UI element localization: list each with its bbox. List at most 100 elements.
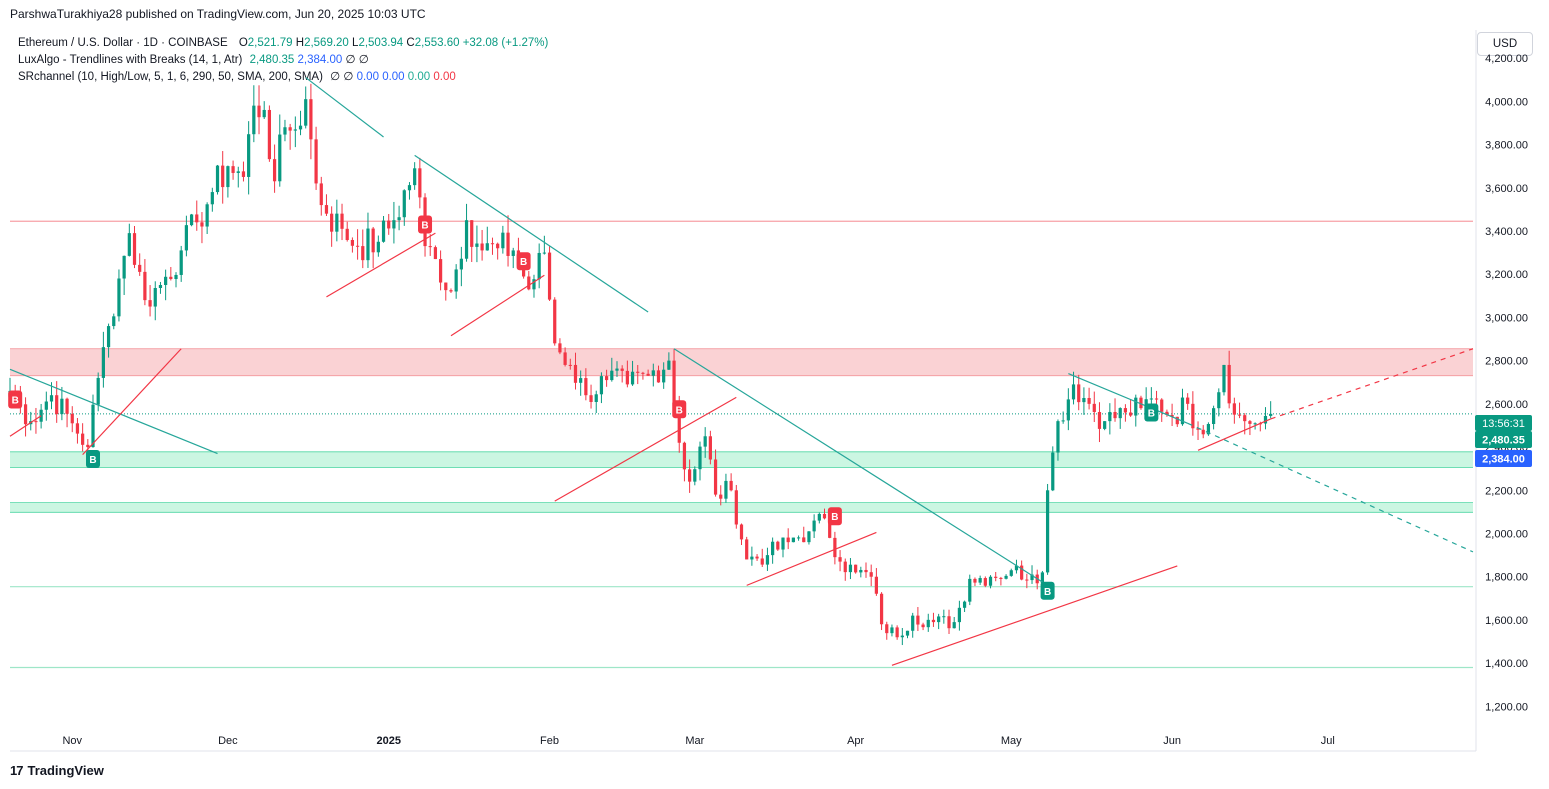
- candle-body: [532, 279, 536, 290]
- candle-body: [169, 276, 173, 280]
- candle-body: [516, 250, 521, 266]
- candle-body: [210, 192, 214, 205]
- candle-body: [81, 433, 85, 445]
- candle-body: [1206, 424, 1211, 435]
- candle-body: [594, 394, 598, 402]
- candle-body: [968, 578, 972, 602]
- candle-body: [1248, 421, 1252, 424]
- candle-body: [1165, 411, 1169, 415]
- candle-body: [786, 537, 790, 543]
- candle-body: [158, 284, 163, 288]
- price-tick-label: 2,400.00: [1485, 442, 1528, 454]
- candle-body: [573, 364, 578, 383]
- candle-body: [1191, 403, 1195, 429]
- candle-body: [335, 213, 339, 232]
- candle-body: [200, 222, 204, 227]
- candle-body: [1082, 397, 1086, 403]
- trendline-up-9: [450, 274, 545, 337]
- candle-body: [822, 513, 827, 519]
- candle-body: [262, 109, 266, 118]
- price-tick-label: 1,800.00: [1485, 572, 1528, 584]
- candle-body: [656, 370, 661, 383]
- currency-button[interactable]: USD: [1477, 32, 1533, 56]
- candle-body: [117, 278, 121, 317]
- candle-body: [34, 421, 38, 423]
- indicator1-value1: 2,480.35: [249, 54, 295, 66]
- candle-body: [708, 436, 712, 460]
- candle-body: [1020, 565, 1024, 580]
- candle-body: [885, 624, 889, 634]
- resistance-zone-0: [10, 348, 1473, 376]
- candle-body: [511, 250, 515, 256]
- trendline-down-5: [1187, 422, 1474, 553]
- candle-body: [895, 627, 899, 638]
- candle-body: [833, 537, 837, 558]
- candle-body: [1253, 423, 1257, 425]
- candle-body: [298, 125, 303, 130]
- trendlines: [9, 77, 1474, 666]
- time-tick-label: Dec: [218, 735, 238, 747]
- candle-body: [1071, 384, 1076, 400]
- legend-indicator2-row: SRchannel (10, High/Low, 5, 1, 6, 290, 5…: [18, 69, 548, 86]
- support-value-badge: [1475, 450, 1532, 467]
- candle-body: [978, 578, 982, 583]
- candle-body: [392, 220, 396, 229]
- candle-body: [589, 395, 593, 402]
- candle-body: [49, 395, 54, 402]
- candle-body: [44, 401, 48, 410]
- candle-body: [854, 564, 858, 573]
- candle-body: [1103, 421, 1107, 429]
- candle-body: [791, 537, 795, 543]
- sr-levels: [10, 220, 1473, 669]
- candle-body: [464, 220, 469, 259]
- candle-body: [236, 171, 240, 173]
- price-tick-label: 1,600.00: [1485, 615, 1528, 627]
- break-signal-text: B: [1044, 587, 1051, 598]
- candle-body: [802, 537, 806, 543]
- change-value: +32.08 (+1.27%): [462, 37, 549, 49]
- candle-body: [428, 246, 432, 248]
- time-tick-label: 2025: [376, 735, 400, 747]
- candle-body: [615, 368, 619, 371]
- candle-body: [138, 264, 142, 272]
- indicator2-name[interactable]: SRchannel (10, High/Low, 5, 1, 6, 290, 5…: [18, 71, 323, 83]
- break-signals: B B B B B B B B: [8, 215, 1159, 600]
- sr-zones: [10, 348, 1473, 513]
- time-axis[interactable]: Nov Dec 2025 Feb Mar Apr May Jun Jul: [10, 735, 1476, 752]
- candle-body: [662, 369, 666, 383]
- close-label: C: [406, 37, 415, 49]
- candle-body: [1160, 399, 1164, 412]
- candle-body: [957, 607, 962, 623]
- price-axis[interactable]: 1,200.00 1,400.00 1,600.00 1,800.00 2,000.00…: [1475, 30, 1528, 751]
- candle-body: [1144, 399, 1148, 409]
- candle-body: [1237, 414, 1242, 416]
- candle-body: [454, 269, 458, 292]
- candle-body: [418, 168, 422, 198]
- publish-info: ParshwaTurakhiya28 published on TradingV…: [10, 7, 426, 21]
- brand-name: TradingView: [27, 763, 104, 778]
- candle-body: [568, 364, 572, 366]
- candle-body: [1170, 414, 1174, 417]
- tradingview-brand[interactable]: 17 TradingView: [10, 763, 104, 778]
- candle-body: [584, 378, 588, 396]
- break-signal-text: B: [520, 257, 527, 268]
- price-tick-label: 2,200.00: [1485, 485, 1528, 497]
- candle-body: [719, 494, 723, 499]
- break-signal-text: B: [676, 405, 683, 416]
- break-signal-text: B: [89, 455, 96, 466]
- price-tick-label: 4,000.00: [1485, 96, 1528, 108]
- candle-body: [1040, 572, 1045, 584]
- candle-body: [760, 558, 764, 565]
- candle-body: [1269, 413, 1273, 416]
- break-signal-bullish: [1144, 403, 1159, 422]
- candle-body: [459, 258, 463, 270]
- indicator1-name[interactable]: LuxAlgo - Trendlines with Breaks (14, 1,…: [18, 54, 243, 66]
- candle-body: [29, 421, 33, 425]
- symbol-name[interactable]: Ethereum / U.S. Dollar · 1D · COINBASE: [18, 37, 228, 49]
- candle-body: [931, 619, 936, 623]
- break-signal-bearish: [672, 400, 687, 419]
- candle-body: [724, 480, 728, 499]
- candle-body: [926, 619, 930, 628]
- candle-body: [215, 165, 220, 193]
